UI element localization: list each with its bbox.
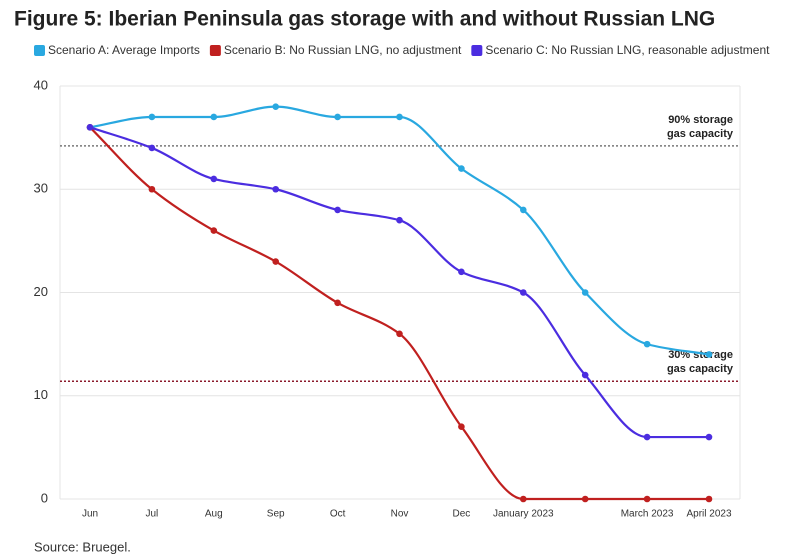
point bbox=[520, 289, 527, 296]
source: Source: Bruegel. bbox=[34, 539, 131, 554]
x-tick-label: April 2023 bbox=[686, 509, 731, 520]
point bbox=[396, 330, 403, 338]
point bbox=[458, 423, 465, 431]
legend-label: Scenario B: No Russian LNG, no adjustmen… bbox=[224, 43, 462, 57]
point bbox=[148, 185, 156, 193]
point bbox=[705, 495, 713, 503]
y-tick-label: 10 bbox=[34, 387, 48, 402]
x-tick-label: Dec bbox=[453, 509, 471, 520]
legend-swatch bbox=[209, 45, 221, 56]
x-tick-label: Sep bbox=[267, 509, 285, 520]
point bbox=[210, 227, 218, 234]
point bbox=[334, 113, 341, 121]
point bbox=[581, 289, 589, 296]
series-line bbox=[89, 126, 709, 439]
point bbox=[86, 124, 94, 131]
point bbox=[520, 495, 527, 503]
x-tick-label: Jun bbox=[82, 509, 98, 520]
point bbox=[458, 165, 465, 172]
point bbox=[643, 433, 651, 441]
y-tick-label: 20 bbox=[34, 284, 48, 299]
y-tick-label: 40 bbox=[34, 77, 48, 92]
reference-label: 30% storage bbox=[668, 349, 733, 361]
x-tick-label: Jul bbox=[146, 509, 159, 520]
legend-label: Scenario C: No Russian LNG, reasonable a… bbox=[485, 43, 770, 57]
point bbox=[272, 185, 280, 193]
legend-swatch bbox=[471, 45, 483, 56]
point bbox=[581, 371, 589, 379]
point bbox=[334, 206, 341, 214]
series-line bbox=[89, 105, 710, 356]
series-line bbox=[89, 126, 709, 501]
point bbox=[643, 340, 651, 348]
point bbox=[148, 113, 156, 121]
x-tick-label: Aug bbox=[205, 509, 223, 520]
point bbox=[148, 144, 156, 152]
point bbox=[705, 351, 713, 358]
y-tick-label: 30 bbox=[34, 181, 48, 196]
point bbox=[520, 206, 527, 214]
x-tick-label: January 2023 bbox=[493, 509, 554, 520]
point bbox=[272, 103, 280, 110]
reference-label: 90% storage bbox=[668, 114, 733, 126]
point bbox=[396, 113, 403, 121]
y-tick-label: 0 bbox=[41, 490, 48, 505]
x-tick-label: March 2023 bbox=[621, 509, 674, 520]
point bbox=[272, 258, 280, 265]
point bbox=[458, 268, 465, 276]
point bbox=[334, 299, 341, 307]
x-tick-label: Oct bbox=[330, 509, 346, 520]
point bbox=[581, 495, 589, 503]
x-tick-label: Nov bbox=[391, 509, 409, 520]
chart-title: Figure 5: Iberian Peninsula gas storage … bbox=[14, 8, 715, 31]
legend-swatch bbox=[34, 45, 45, 56]
point bbox=[643, 495, 651, 503]
point bbox=[210, 175, 218, 183]
reference-label: gas capacity bbox=[667, 128, 734, 140]
point bbox=[210, 113, 218, 121]
point bbox=[396, 216, 403, 224]
point bbox=[705, 433, 713, 441]
legend-label: Scenario A: Average Imports bbox=[48, 43, 200, 57]
reference-label: gas capacity bbox=[667, 363, 734, 375]
